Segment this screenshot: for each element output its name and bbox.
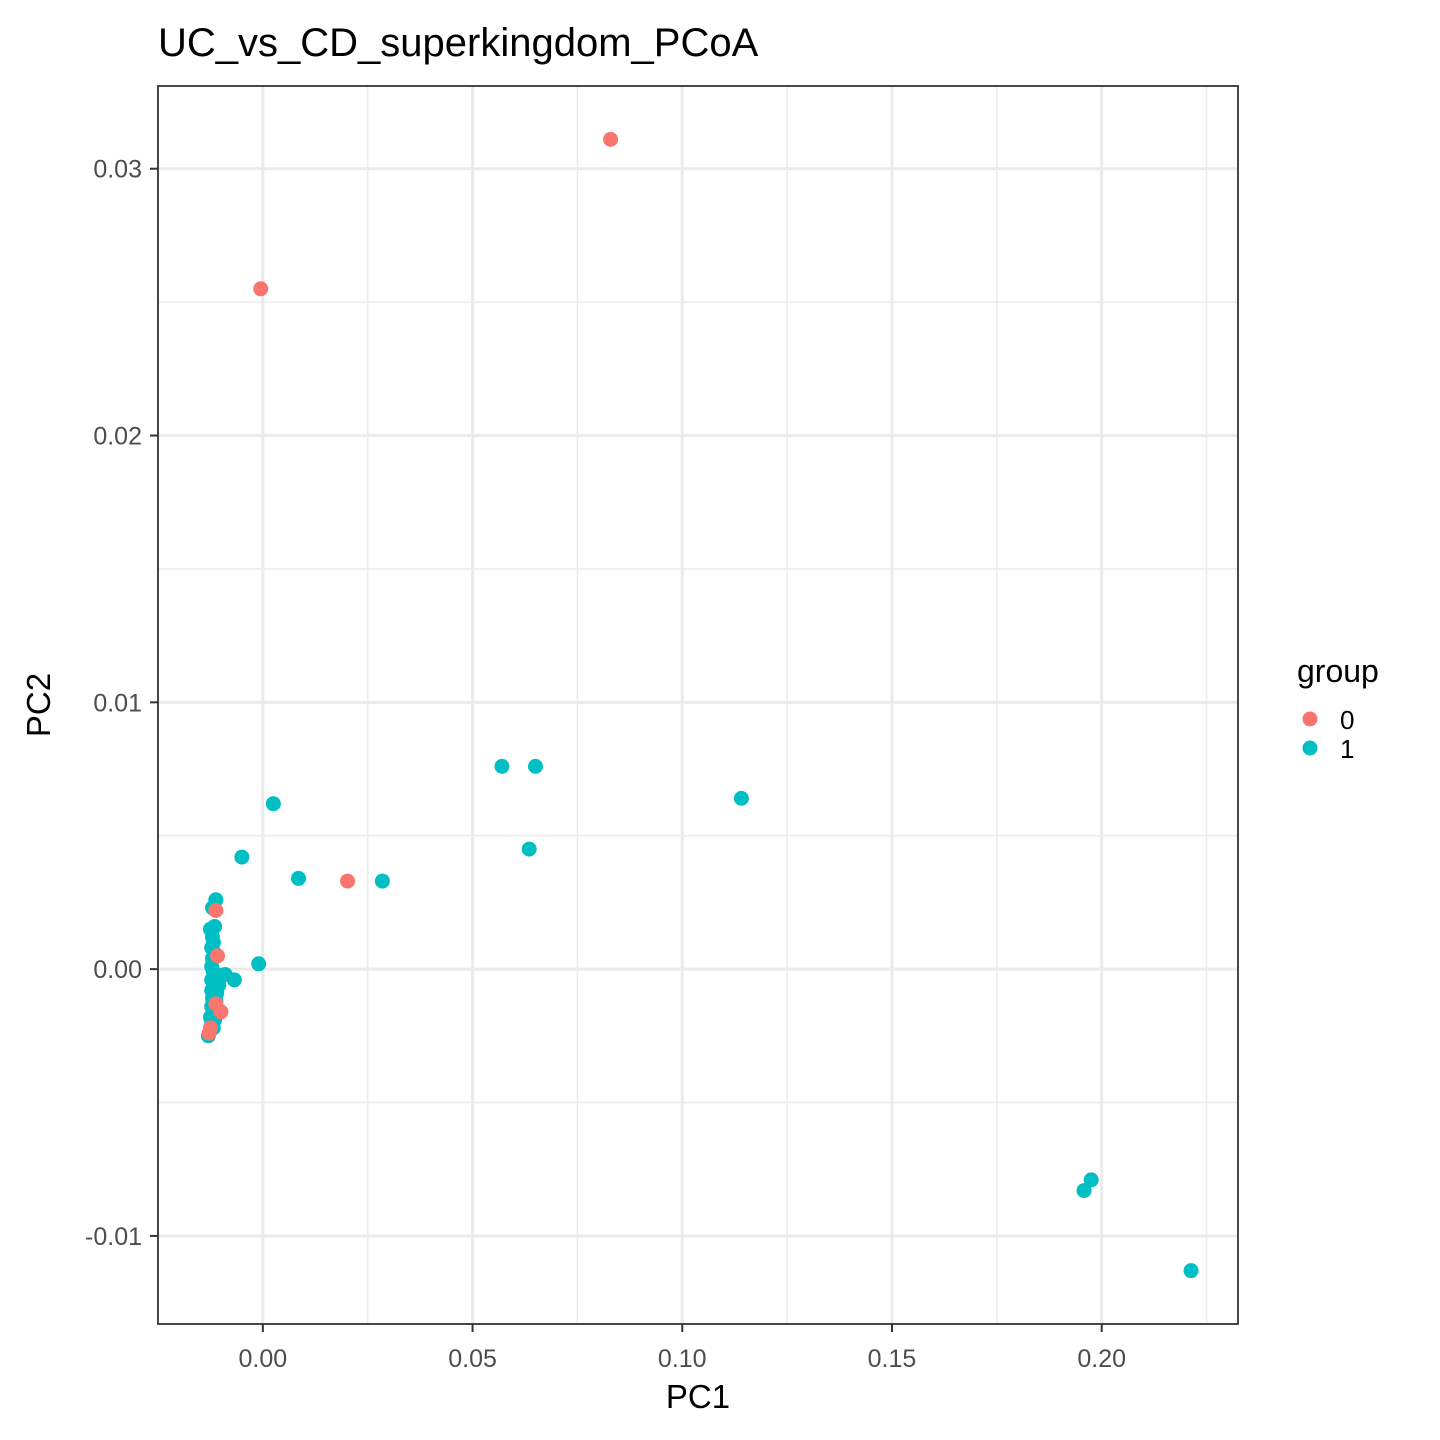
y-tick-label-0: -0.01 xyxy=(85,1223,142,1251)
legend: group 01 xyxy=(1297,653,1379,764)
point-group-1-11 xyxy=(1076,1183,1092,1199)
point-group-1-8 xyxy=(251,956,267,972)
x-axis-ticks: 0.00 0.05 0.10 0.15 0.20 xyxy=(239,1324,1126,1373)
point-group-0-0 xyxy=(603,131,619,147)
point-group-0-2 xyxy=(340,873,356,889)
y-tick-label-4: 0.03 xyxy=(93,156,142,184)
x-tick-label-4: 0.20 xyxy=(1077,1345,1126,1373)
x-tick-label-2: 0.10 xyxy=(658,1345,707,1373)
legend-key-0 xyxy=(1302,711,1318,727)
chart-title: UC_vs_CD_superkingdom_PCoA xyxy=(158,21,759,65)
point-group-1-5 xyxy=(234,849,250,865)
point-group-1-10 xyxy=(1083,1172,1099,1188)
point-group-0-4 xyxy=(210,948,226,964)
legend-items: 01 xyxy=(1302,705,1354,764)
x-tick-label-0: 0.00 xyxy=(239,1345,288,1373)
point-group-1-2 xyxy=(733,790,749,806)
x-tick-label-3: 0.15 xyxy=(868,1345,917,1373)
point-group-1-6 xyxy=(291,870,307,886)
y-tick-label-2: 0.01 xyxy=(93,689,142,717)
y-tick-label-1: 0.00 xyxy=(93,956,142,984)
legend-title: group xyxy=(1297,653,1379,689)
point-group-1-0 xyxy=(494,758,510,774)
point-group-1-7 xyxy=(374,873,390,889)
point-group-0-3 xyxy=(208,902,224,918)
point-group-1-1 xyxy=(527,758,543,774)
legend-key-1 xyxy=(1302,740,1318,756)
point-group-0-8 xyxy=(201,1025,217,1041)
y-axis-ticks: -0.01 0.00 0.01 0.02 0.03 xyxy=(85,156,158,1251)
point-group-0-6 xyxy=(208,996,224,1012)
point-group-1-4 xyxy=(521,841,537,857)
plot-panel-border xyxy=(157,85,1239,1325)
minor-gridlines xyxy=(157,86,1238,1324)
point-group-1-12 xyxy=(1183,1263,1199,1279)
y-tick-label-3: 0.02 xyxy=(93,423,142,451)
point-group-0-1 xyxy=(253,281,269,297)
point-group-1-3 xyxy=(265,796,281,812)
legend-label-0: 0 xyxy=(1340,705,1354,735)
data-points xyxy=(200,131,1199,1279)
x-axis-title: PC1 xyxy=(666,1378,730,1415)
legend-label-1: 1 xyxy=(1340,734,1354,764)
plot-panel-background xyxy=(158,86,1238,1324)
x-tick-label-1: 0.05 xyxy=(448,1345,497,1373)
y-axis-title: PC2 xyxy=(20,673,57,737)
